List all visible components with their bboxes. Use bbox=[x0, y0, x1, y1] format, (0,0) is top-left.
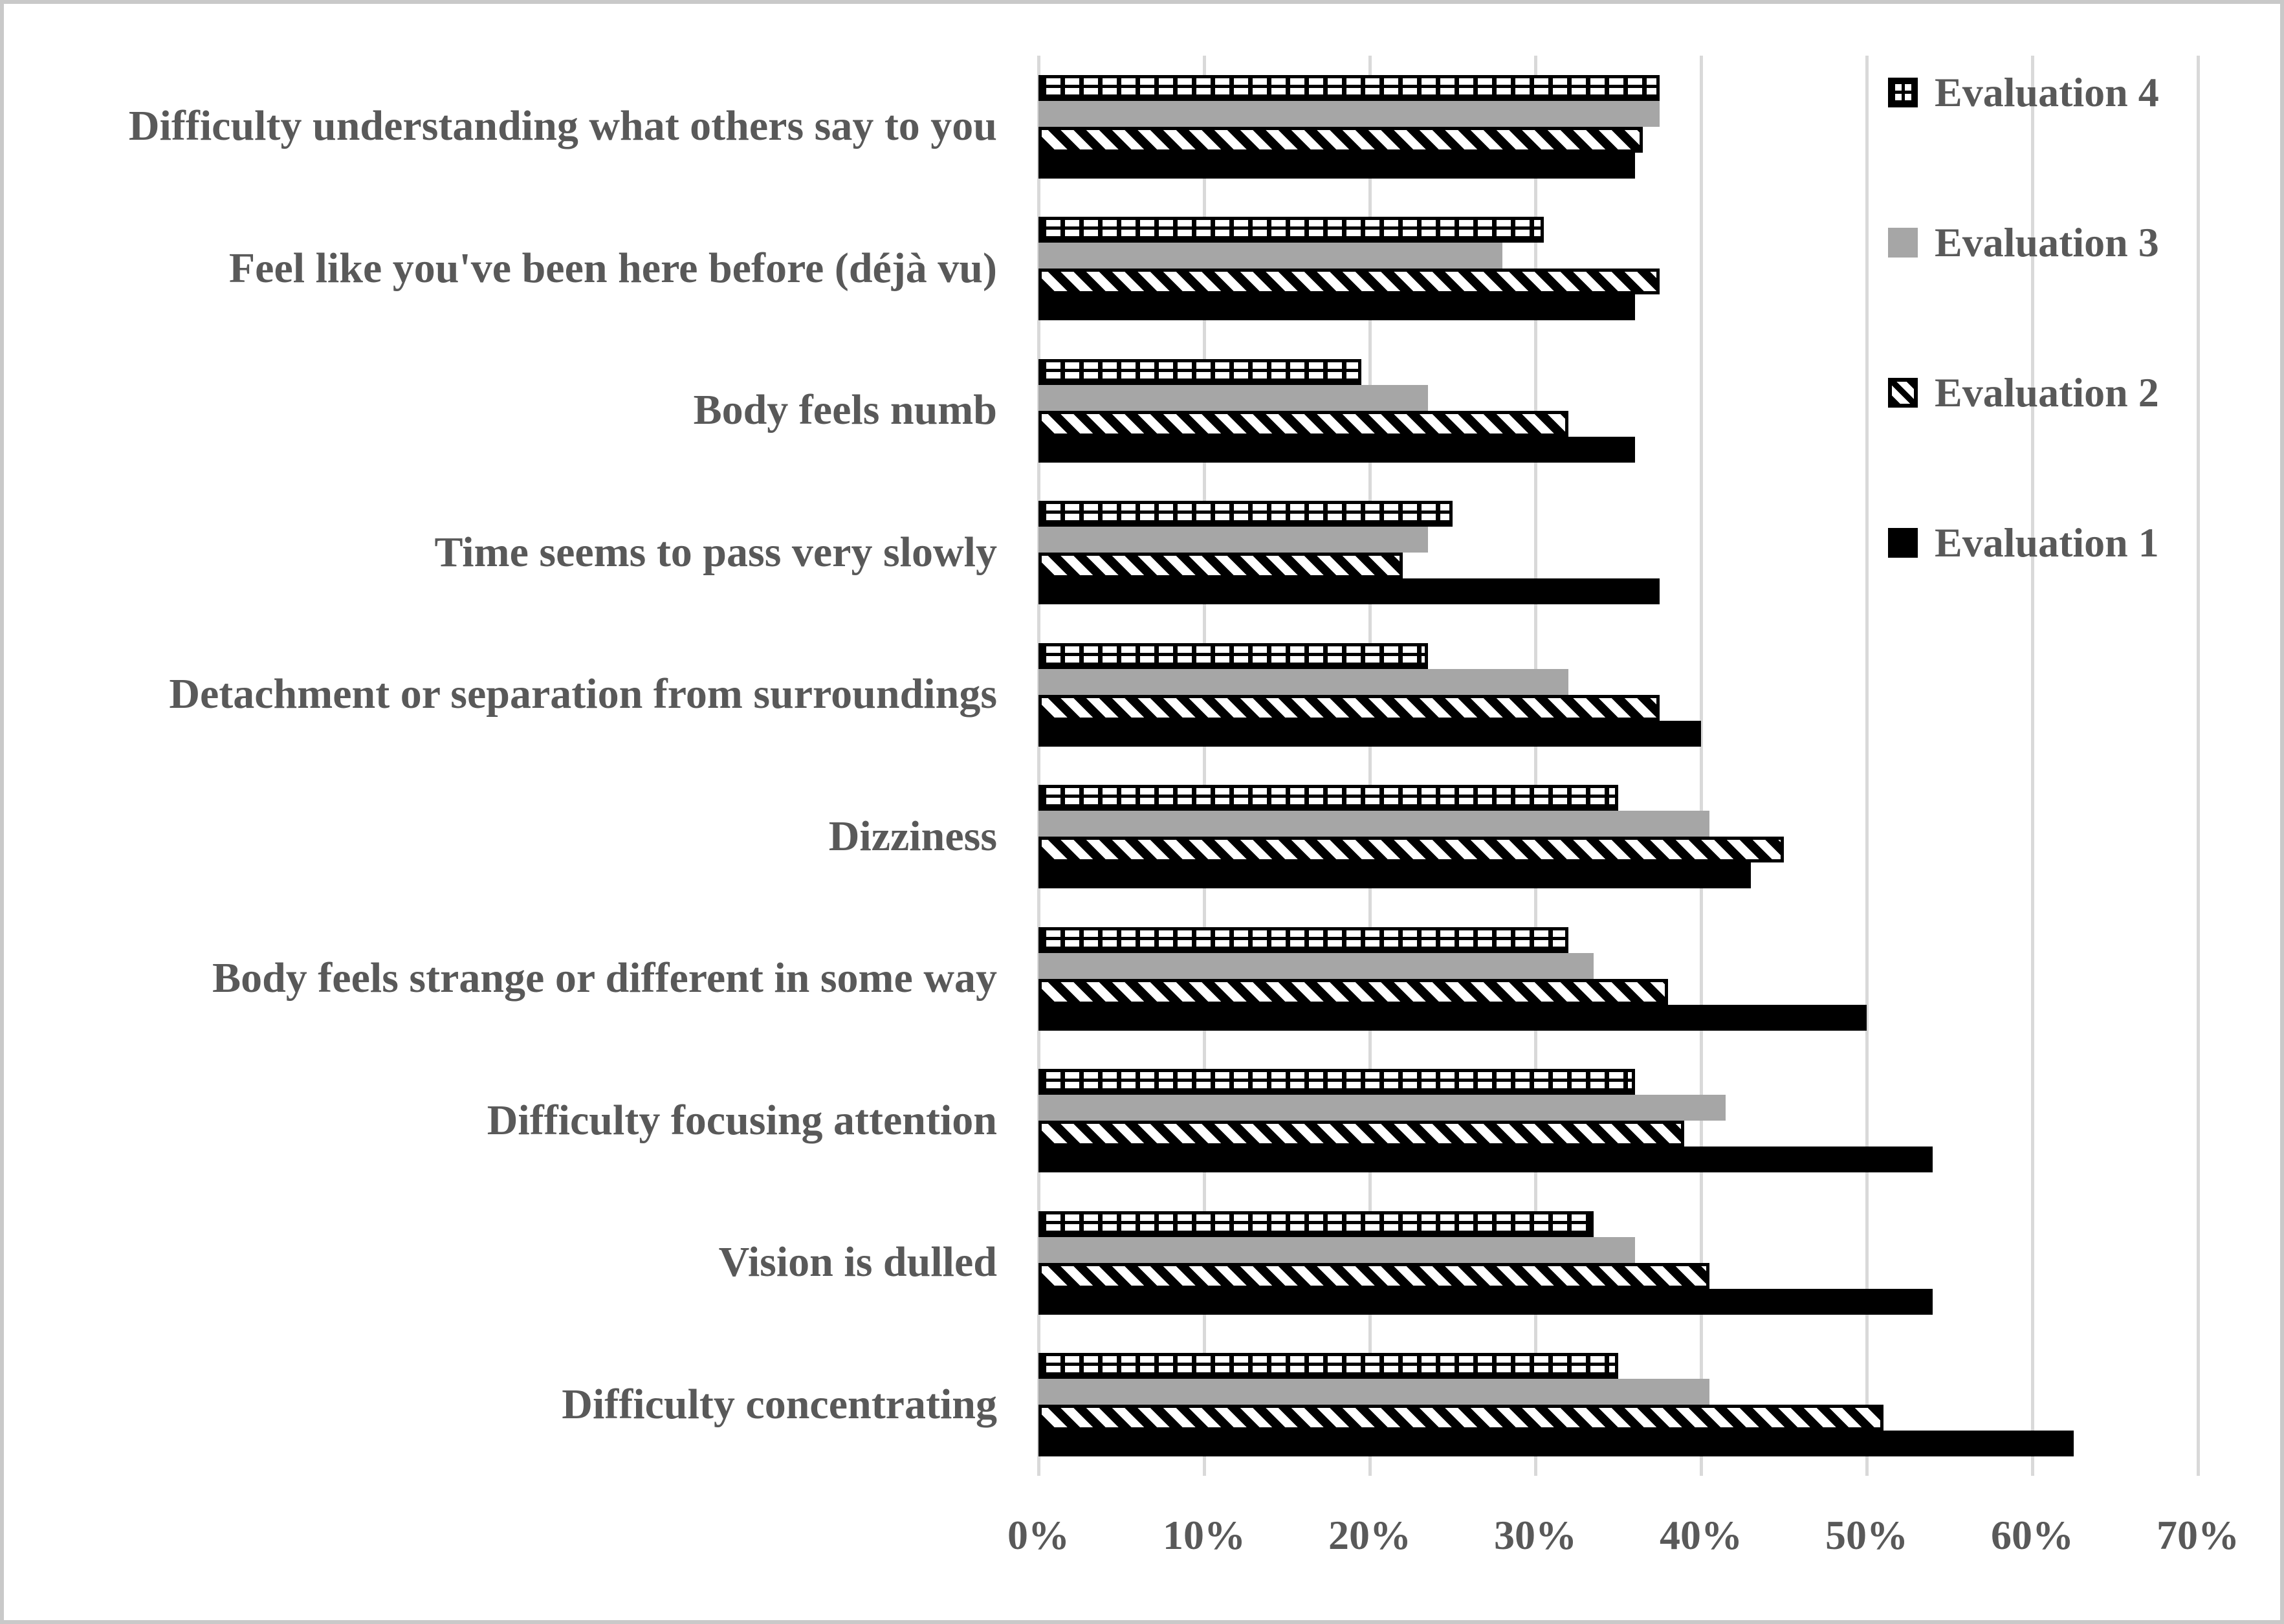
bar-evaluation-2-time-seems-to-pass-very-slowly bbox=[1038, 553, 1403, 579]
legend-swatch-solid-black-icon bbox=[1888, 528, 1918, 558]
bar-evaluation-1-body-feels-strange-or-different-in-some-way bbox=[1038, 1004, 1867, 1031]
legend: Evaluation 4 Evaluation 3 Evaluation 2 Eval… bbox=[1888, 69, 2159, 567]
gridline-20% bbox=[1368, 56, 1372, 1476]
bar-group-difficulty-understanding-what-others-say-to-you bbox=[1038, 56, 2198, 198]
bar-evaluation-3-difficulty-focusing-attention bbox=[1038, 1095, 1726, 1121]
legend-item-evaluation-4: Evaluation 4 bbox=[1888, 69, 2159, 116]
bar-evaluation-2-body-feels-strange-or-different-in-some-way bbox=[1038, 978, 1668, 1005]
x-tick-label-70%: 70% bbox=[2157, 1512, 2239, 1558]
bar-group-vision-is-dulled bbox=[1038, 1192, 2198, 1334]
bar-group-body-feels-numb bbox=[1038, 340, 2198, 482]
bar-evaluation-3-difficulty-understanding-what-others-say-to-you bbox=[1038, 100, 1660, 127]
category-label-body-feels-numb: Body feels numb bbox=[693, 386, 997, 434]
bar-group-dizziness bbox=[1038, 766, 2198, 908]
bar-evaluation-2-difficulty-focusing-attention bbox=[1038, 1121, 1685, 1147]
bar-evaluation-4-detachment-or-separation-from-surroundings bbox=[1038, 642, 1428, 669]
legend-swatch-checker-icon bbox=[1888, 78, 1918, 107]
legend-label-evaluation-3: Evaluation 3 bbox=[1935, 219, 2159, 265]
bar-evaluation-3-body-feels-strange-or-different-in-some-way bbox=[1038, 952, 1594, 979]
bar-evaluation-1-difficulty-understanding-what-others-say-to-you bbox=[1038, 152, 1635, 179]
x-tick-label-20%: 20% bbox=[1328, 1512, 1411, 1558]
bar-evaluation-4-difficulty-focusing-attention bbox=[1038, 1069, 1635, 1095]
legend-label-evaluation-1: Evaluation 1 bbox=[1935, 520, 2159, 565]
category-label-difficulty-focusing-attention: Difficulty focusing attention bbox=[487, 1096, 997, 1144]
bar-group-feel-like-you-ve-been-here-before-d-j-vu bbox=[1038, 198, 2198, 340]
category-label-feel-like-you-ve-been-here-before-d-j-vu: Feel like you've been here before (déjà … bbox=[228, 244, 997, 292]
x-tick-label-40%: 40% bbox=[1660, 1512, 1742, 1558]
bar-group-detachment-or-separation-from-surroundings bbox=[1038, 624, 2198, 766]
bar-evaluation-2-difficulty-understanding-what-others-say-to-you bbox=[1038, 126, 1643, 153]
bar-evaluation-3-body-feels-numb bbox=[1038, 384, 1428, 411]
bar-evaluation-3-difficulty-concentrating bbox=[1038, 1379, 1709, 1405]
bar-evaluation-3-feel-like-you-ve-been-here-before-d-j-vu bbox=[1038, 243, 1502, 269]
bar-evaluation-4-time-seems-to-pass-very-slowly bbox=[1038, 501, 1453, 527]
bar-evaluation-2-difficulty-concentrating bbox=[1038, 1405, 1883, 1431]
gridline-10% bbox=[1203, 56, 1206, 1476]
bar-evaluation-2-feel-like-you-ve-been-here-before-d-j-vu bbox=[1038, 269, 1660, 295]
gridline-40% bbox=[1700, 56, 1703, 1476]
plot-area bbox=[1037, 56, 2200, 1476]
legend-item-evaluation-1: Evaluation 1 bbox=[1888, 519, 2159, 567]
legend-swatch-diagonal-stripe-icon bbox=[1888, 378, 1918, 408]
x-tick-label-60%: 60% bbox=[1991, 1512, 2074, 1558]
bar-evaluation-4-feel-like-you-ve-been-here-before-d-j-vu bbox=[1038, 217, 1544, 243]
category-label-difficulty-concentrating: Difficulty concentrating bbox=[562, 1380, 997, 1428]
legend-swatch-solid-gray-icon bbox=[1888, 228, 1918, 258]
bar-evaluation-1-vision-is-dulled bbox=[1038, 1288, 1933, 1315]
bar-evaluation-3-dizziness bbox=[1038, 811, 1709, 837]
bar-group-time-seems-to-pass-very-slowly bbox=[1038, 482, 2198, 624]
bar-group-body-feels-strange-or-different-in-some-way bbox=[1038, 908, 2198, 1050]
category-label-vision-is-dulled: Vision is dulled bbox=[718, 1238, 997, 1286]
bar-evaluation-2-body-feels-numb bbox=[1038, 410, 1569, 437]
bar-evaluation-1-dizziness bbox=[1038, 862, 1751, 889]
x-tick-label-0%: 0% bbox=[1007, 1512, 1070, 1558]
x-axis-tick-labels: 0% 10% 20% 30% 40% 50% 60% 70% bbox=[1007, 1511, 2239, 1583]
bar-group-difficulty-focusing-attention bbox=[1038, 1050, 2198, 1192]
x-tick-label-30%: 30% bbox=[1494, 1512, 1577, 1558]
bar-evaluation-1-feel-like-you-ve-been-here-before-d-j-vu bbox=[1038, 294, 1635, 321]
category-axis-labels: Difficulty understanding what others say… bbox=[23, 56, 997, 1476]
bar-group-difficulty-concentrating bbox=[1038, 1334, 2198, 1476]
gridline-70% bbox=[2197, 56, 2200, 1476]
bar-evaluation-3-detachment-or-separation-from-surroundings bbox=[1038, 668, 1569, 695]
bar-evaluation-4-body-feels-strange-or-different-in-some-way bbox=[1038, 927, 1569, 953]
bar-evaluation-1-difficulty-concentrating bbox=[1038, 1431, 2074, 1457]
legend-item-evaluation-2: Evaluation 2 bbox=[1888, 369, 2159, 417]
bar-evaluation-1-body-feels-numb bbox=[1038, 436, 1635, 463]
gridline-30% bbox=[1534, 56, 1537, 1476]
bar-evaluation-4-dizziness bbox=[1038, 785, 1618, 811]
bar-evaluation-3-time-seems-to-pass-very-slowly bbox=[1038, 527, 1428, 553]
bar-evaluation-4-difficulty-understanding-what-others-say-to-you bbox=[1038, 74, 1660, 101]
bar-evaluation-1-detachment-or-separation-from-surroundings bbox=[1038, 720, 1701, 747]
legend-label-evaluation-2: Evaluation 2 bbox=[1935, 369, 2159, 415]
bar-evaluation-1-time-seems-to-pass-very-slowly bbox=[1038, 578, 1660, 605]
category-label-dizziness: Dizziness bbox=[828, 812, 997, 860]
bar-evaluation-4-vision-is-dulled bbox=[1038, 1211, 1594, 1237]
category-label-time-seems-to-pass-very-slowly: Time seems to pass very slowly bbox=[434, 528, 997, 576]
bar-evaluation-4-difficulty-concentrating bbox=[1038, 1353, 1618, 1379]
legend-label-evaluation-4: Evaluation 4 bbox=[1935, 69, 2159, 115]
gridline-50% bbox=[1865, 56, 1869, 1476]
category-label-detachment-or-separation-from-surroundings: Detachment or separation from surroundin… bbox=[169, 670, 997, 718]
bar-groups-layer bbox=[1038, 56, 2198, 1476]
gridline-0% bbox=[1037, 56, 1040, 1476]
bar-evaluation-4-body-feels-numb bbox=[1038, 358, 1362, 385]
gridline-60% bbox=[2031, 56, 2034, 1476]
bar-evaluation-1-difficulty-focusing-attention bbox=[1038, 1147, 1933, 1173]
x-tick-label-50%: 50% bbox=[1825, 1512, 1908, 1558]
category-label-body-feels-strange-or-different-in-some-way: Body feels strange or different in some … bbox=[212, 954, 997, 1002]
bar-evaluation-2-vision-is-dulled bbox=[1038, 1262, 1709, 1289]
bar-evaluation-2-dizziness bbox=[1038, 837, 1784, 863]
bar-evaluation-3-vision-is-dulled bbox=[1038, 1236, 1635, 1263]
x-tick-label-10%: 10% bbox=[1163, 1512, 1246, 1558]
category-label-difficulty-understanding-what-others-say-to-you: Difficulty understanding what others say… bbox=[128, 102, 997, 150]
bar-evaluation-2-detachment-or-separation-from-surroundings bbox=[1038, 694, 1660, 721]
legend-item-evaluation-3: Evaluation 3 bbox=[1888, 219, 2159, 267]
